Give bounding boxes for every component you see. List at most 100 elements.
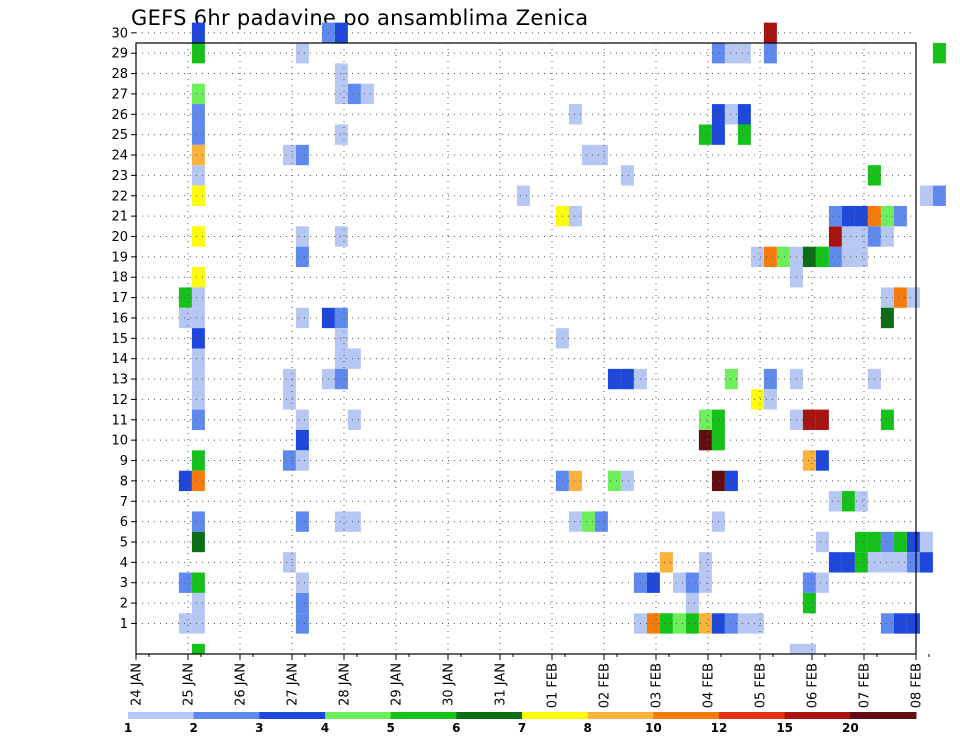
heat-cell <box>672 572 686 593</box>
heat-cell <box>880 226 894 247</box>
colorbar-label: 5 <box>386 721 394 735</box>
heat-cell <box>880 205 894 227</box>
heat-cell <box>334 307 348 329</box>
colorbar-swatch <box>587 712 654 719</box>
heat-cell <box>607 368 621 390</box>
x-tick-label: 01 FEB <box>546 663 561 708</box>
heat-cell <box>828 552 842 573</box>
heat-cell <box>295 144 309 166</box>
y-tick-label: 17 <box>111 291 128 306</box>
heat-cell <box>334 63 348 84</box>
y-tick-label: 14 <box>111 352 128 367</box>
heat-cell <box>360 83 374 105</box>
heat-cell <box>815 246 829 268</box>
y-tick-label: 18 <box>111 271 128 286</box>
x-tick-label: 31 JAN <box>494 663 509 706</box>
heat-cell <box>191 613 205 634</box>
y-tick-label: 23 <box>111 169 128 184</box>
y-tick-label: 25 <box>111 128 128 143</box>
heat-cell <box>854 246 868 268</box>
heat-cell <box>646 572 660 593</box>
heat-cell <box>815 450 829 471</box>
heat-cell <box>932 185 946 206</box>
heat-cell <box>334 83 348 105</box>
y-tick-label: 8 <box>120 474 128 489</box>
heat-cell <box>191 348 205 369</box>
heat-cell <box>334 124 348 145</box>
heat-cell <box>893 287 907 308</box>
heat-cell <box>763 246 777 268</box>
heat-cell <box>191 368 205 390</box>
x-tick-label: 25 JAN <box>182 663 197 706</box>
y-tick-label: 1 <box>120 617 128 632</box>
heat-cell <box>776 246 790 268</box>
x-tick-label: 08 FEB <box>910 663 925 708</box>
heat-cell <box>347 511 361 532</box>
heat-cell <box>282 144 296 166</box>
heat-cell <box>802 246 816 268</box>
heat-cell <box>880 613 894 634</box>
colorbar-label: 15 <box>776 721 793 735</box>
heat-cell <box>854 226 868 247</box>
colorbar-swatch <box>325 712 392 719</box>
heat-cell <box>282 368 296 390</box>
heat-cell <box>347 348 361 369</box>
heat-cell <box>698 409 712 430</box>
heat-cell <box>581 144 595 166</box>
heat-cell <box>191 43 205 64</box>
heat-cell <box>919 531 933 553</box>
heat-cell <box>282 389 296 410</box>
heat-cell <box>724 104 738 125</box>
heat-cell <box>659 613 673 634</box>
heat-cell <box>750 246 764 268</box>
heat-cell <box>815 572 829 593</box>
heat-cell <box>854 491 868 512</box>
heat-cell <box>750 613 764 634</box>
y-tick-label: 6 <box>120 515 128 530</box>
x-tick-label: 06 FEB <box>806 663 821 708</box>
heat-cell <box>282 450 296 471</box>
colorbar-label: 2 <box>189 721 197 735</box>
heat-cell <box>282 552 296 573</box>
heat-cell <box>802 643 816 654</box>
y-tick-label: 27 <box>111 87 128 102</box>
heat-cell <box>815 531 829 553</box>
heat-cell <box>516 185 530 206</box>
colorbar-swatch <box>259 712 326 719</box>
colorbar-label: 6 <box>452 721 460 735</box>
y-tick-label: 9 <box>120 454 128 469</box>
y-tick-label: 26 <box>111 108 128 123</box>
heat-cell <box>698 124 712 145</box>
colorbar-swatch <box>784 712 851 719</box>
y-tick-label: 15 <box>111 332 128 347</box>
heat-cell <box>594 511 608 532</box>
heat-cell <box>880 287 894 308</box>
heat-cell <box>191 643 205 654</box>
heat-cell <box>763 389 777 410</box>
heat-cell <box>854 552 868 573</box>
heat-cell <box>685 592 699 614</box>
x-tick-label: 29 JAN <box>390 663 405 706</box>
y-tick-label: 5 <box>120 535 128 550</box>
heat-cell <box>880 409 894 430</box>
y-tick-label: 7 <box>120 495 128 510</box>
heat-cell <box>295 226 309 247</box>
heat-cell <box>191 409 205 430</box>
x-tick-label: 28 JAN <box>338 663 353 706</box>
heat-cell <box>191 267 205 288</box>
heat-cell <box>854 531 868 553</box>
heat-cell <box>698 572 712 593</box>
heat-cell <box>841 552 855 573</box>
colorbar-swatch <box>850 712 917 719</box>
heat-cell <box>802 572 816 593</box>
colorbar-swatch <box>128 712 195 719</box>
colorbar-swatch <box>390 712 457 719</box>
heat-cell <box>178 287 192 308</box>
heat-cell <box>295 572 309 593</box>
heat-cell <box>178 307 192 329</box>
heat-cell <box>659 552 673 573</box>
heat-cell <box>828 226 842 247</box>
heat-cell <box>295 307 309 329</box>
heat-cell <box>191 185 205 206</box>
